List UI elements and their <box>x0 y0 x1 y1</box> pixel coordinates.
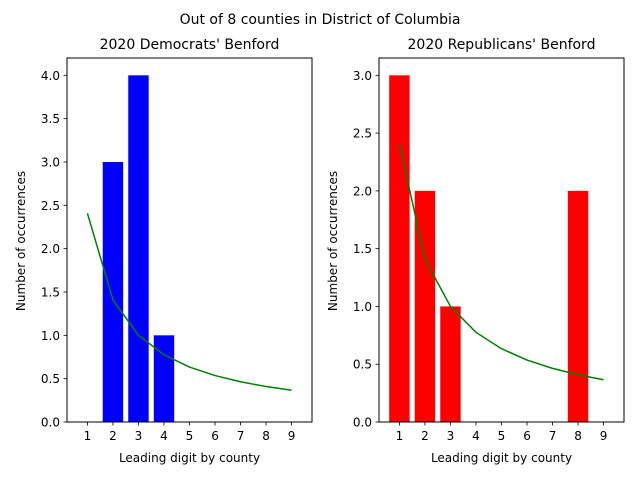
republicans-y-tick-label-4: 2.0 <box>353 184 372 198</box>
republicans-chart-title: 2020 Republicans' Benford <box>408 37 596 53</box>
republicans-bar-8 <box>567 190 589 422</box>
republicans-y-tick-label-0: 0.0 <box>353 416 372 430</box>
republicans-x-axis-label: Leading digit by county <box>431 451 572 465</box>
republicans-y-tick-label-5: 2.5 <box>353 127 372 141</box>
republicans-y-tick-label-6: 3.0 <box>353 69 372 83</box>
democrats-x-tick-label-5: 5 <box>186 429 194 443</box>
democrats-x-tick-label-2: 2 <box>109 429 117 443</box>
republicans-bar-1 <box>389 75 410 422</box>
democrats-y-tick-label-1: 0.5 <box>41 372 60 386</box>
democrats-x-tick-label-9: 9 <box>288 429 296 443</box>
democrats-chart: 2020 Democrats' Benford Leading digit by… <box>14 37 313 465</box>
republicans-x-tick-label-1: 1 <box>396 429 404 443</box>
democrats-y-tick-label-2: 1.0 <box>41 329 60 343</box>
democrats-y-tick-label-0: 0.0 <box>41 416 60 430</box>
democrats-x-tick-label-7: 7 <box>237 429 245 443</box>
figure-title: Out of 8 counties in District of Columbi… <box>180 12 461 28</box>
republicans-bar-3 <box>440 306 461 422</box>
democrats-bar-2 <box>102 162 124 422</box>
republicans-x-tick-label-6: 6 <box>523 429 531 443</box>
democrats-y-tick-label-6: 3.0 <box>41 156 60 170</box>
democrats-x-tick-label-6: 6 <box>211 429 219 443</box>
democrats-x-tick-label-8: 8 <box>262 429 270 443</box>
democrats-x-axis-label: Leading digit by county <box>119 451 260 465</box>
democrats-x-tick-label-4: 4 <box>160 429 168 443</box>
democrats-x-tick-label-1: 1 <box>84 429 92 443</box>
republicans-x-tick-label-3: 3 <box>447 429 455 443</box>
republicans-x-tick-label-8: 8 <box>574 429 582 443</box>
democrats-chart-title: 2020 Democrats' Benford <box>100 37 280 53</box>
republicans-y-tick-label-1: 0.5 <box>353 358 372 372</box>
republicans-x-tick-label-7: 7 <box>549 429 557 443</box>
democrats-benford-expected-line <box>86 213 292 392</box>
democrats-bar-3 <box>128 75 149 422</box>
democrats-y-axis-label: Number of occurrences <box>14 171 28 311</box>
republicans-x-tick-label-2: 2 <box>421 429 429 443</box>
democrats-y-tick-label-4: 2.0 <box>41 242 60 256</box>
republicans-chart: 2020 Republicans' Benford Leading digit … <box>326 37 625 465</box>
democrats-y-tick-label-7: 3.5 <box>41 112 60 126</box>
republicans-bar-2 <box>414 190 436 422</box>
democrats-y-tick-label-3: 1.5 <box>41 286 60 300</box>
republicans-x-tick-label-4: 4 <box>472 429 480 443</box>
republicans-benford-expected-line <box>398 143 604 381</box>
democrats-y-tick-label-5: 2.5 <box>41 199 60 213</box>
republicans-y-tick-label-3: 1.5 <box>353 242 372 256</box>
democrats-x-tick-label-3: 3 <box>135 429 143 443</box>
republicans-x-tick-label-5: 5 <box>498 429 506 443</box>
republicans-y-tick-label-2: 1.0 <box>353 300 372 314</box>
democrats-bar-4 <box>153 335 175 422</box>
democrats-y-tick-label-8: 4.0 <box>41 69 60 83</box>
republicans-y-axis-label: Number of occurrences <box>326 171 340 311</box>
republicans-x-tick-label-9: 9 <box>600 429 608 443</box>
